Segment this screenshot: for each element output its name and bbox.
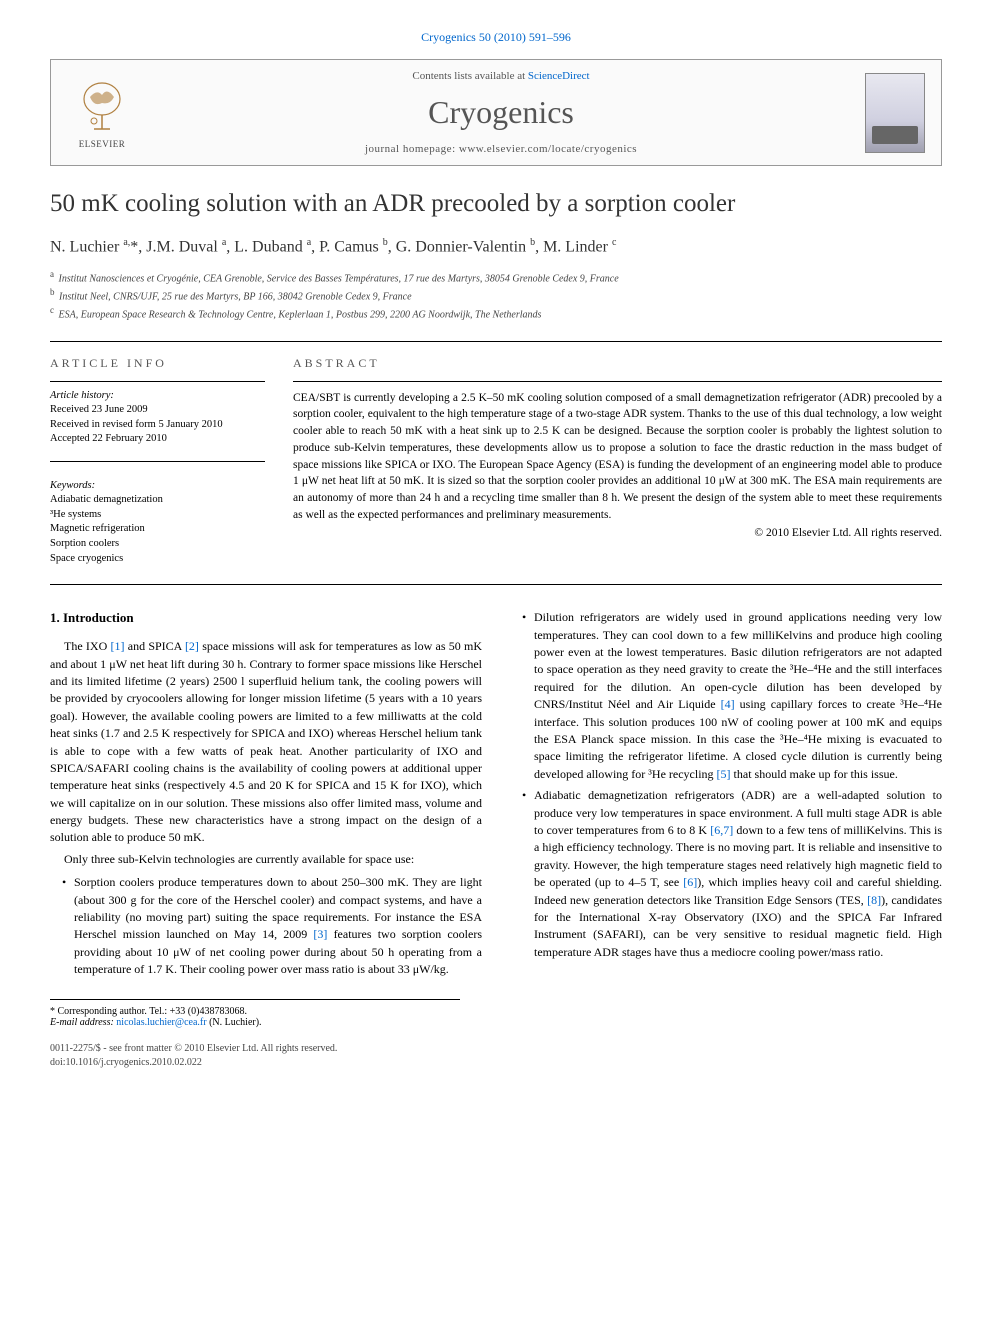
email-label: E-mail address:: [50, 1017, 116, 1028]
corresponding-author: * Corresponding author. Tel.: +33 (0)438…: [50, 1006, 460, 1017]
citation-line: Cryogenics 50 (2010) 591–596: [50, 30, 942, 45]
affiliations-block: a Institut Nanosciences et Cryogénie, CE…: [50, 268, 942, 323]
front-matter-line: 0011-2275/$ - see front matter © 2010 El…: [50, 1042, 942, 1056]
divider-top: [50, 341, 942, 342]
affiliation-line: a Institut Nanosciences et Cryogénie, CE…: [50, 268, 942, 286]
history-items: Received 23 June 2009Received in revised…: [50, 403, 265, 447]
history-label: Article history:: [50, 390, 265, 401]
keywords-label: Keywords:: [50, 480, 265, 491]
article-info-heading: ARTICLE INFO: [50, 356, 265, 371]
history-item: Received 23 June 2009: [50, 403, 265, 418]
section-heading-intro: 1. Introduction: [50, 609, 482, 628]
journal-homepage-line: journal homepage: www.elsevier.com/locat…: [137, 143, 865, 155]
keyword-item: Sorption coolers: [50, 537, 265, 552]
intro-para-2: Only three sub-Kelvin technologies are c…: [50, 851, 482, 868]
abstract-text: CEA/SBT is currently developing a 2.5 K–…: [293, 390, 942, 523]
journal-cover-thumbnail: [865, 73, 925, 153]
header-center: Contents lists available at ScienceDirec…: [137, 70, 865, 155]
email-suffix: (N. Luchier).: [207, 1017, 262, 1028]
divider-bottom: [50, 584, 942, 585]
contents-prefix: Contents lists available at: [412, 70, 527, 82]
tech-bullet-item: Adiabatic demagnetization refrigerators …: [522, 787, 942, 961]
abstract-copyright: © 2010 Elsevier Ltd. All rights reserved…: [293, 527, 942, 539]
tech-bullet-item: Sorption coolers produce temperatures do…: [62, 874, 482, 978]
abstract-heading: ABSTRACT: [293, 356, 942, 371]
tech-bullet-item: Dilution refrigerators are widely used i…: [522, 609, 942, 783]
elsevier-logo: ELSEVIER: [67, 73, 137, 153]
email-line: E-mail address: nicolas.luchier@cea.fr (…: [50, 1017, 460, 1028]
author-email-link[interactable]: nicolas.luchier@cea.fr: [116, 1017, 206, 1028]
article-title: 50 mK cooling solution with an ADR preco…: [50, 188, 942, 221]
keyword-item: Space cryogenics: [50, 552, 265, 567]
history-item: Accepted 22 February 2010: [50, 432, 265, 447]
keyword-item: Adiabatic demagnetization: [50, 493, 265, 508]
journal-header: ELSEVIER Contents lists available at Sci…: [50, 59, 942, 166]
footnote-block: * Corresponding author. Tel.: +33 (0)438…: [50, 999, 460, 1028]
info-abstract-row: ARTICLE INFO Article history: Received 2…: [50, 356, 942, 567]
bottom-matter: 0011-2275/$ - see front matter © 2010 El…: [50, 1042, 942, 1070]
contents-available-line: Contents lists available at ScienceDirec…: [137, 70, 865, 82]
article-info: ARTICLE INFO Article history: Received 2…: [50, 356, 265, 567]
doi-line: doi:10.1016/j.cryogenics.2010.02.022: [50, 1056, 942, 1070]
authors-line: N. Luchier a,*, J.M. Duval a, L. Duband …: [50, 237, 942, 256]
abstract-block: ABSTRACT CEA/SBT is currently developing…: [293, 356, 942, 567]
affiliation-line: c ESA, European Space Research & Technol…: [50, 304, 942, 322]
sciencedirect-link[interactable]: ScienceDirect: [528, 70, 590, 82]
history-item: Received in revised form 5 January 2010: [50, 418, 265, 433]
journal-name: Cryogenics: [137, 94, 865, 131]
elsevier-label: ELSEVIER: [79, 139, 126, 149]
keyword-item: ³He systems: [50, 508, 265, 523]
body-columns: 1. Introduction The IXO [1] and SPICA [2…: [50, 609, 942, 978]
homepage-url[interactable]: www.elsevier.com/locate/cryogenics: [459, 143, 637, 155]
elsevier-tree-icon: [72, 77, 132, 137]
affiliation-line: b Institut Neel, CNRS/UJF, 25 rue des Ma…: [50, 286, 942, 304]
homepage-prefix: journal homepage:: [365, 143, 459, 155]
keyword-items: Adiabatic demagnetization³He systemsMagn…: [50, 493, 265, 566]
intro-para-1: The IXO [1] and SPICA [2] space missions…: [50, 638, 482, 847]
keyword-item: Magnetic refrigeration: [50, 522, 265, 537]
